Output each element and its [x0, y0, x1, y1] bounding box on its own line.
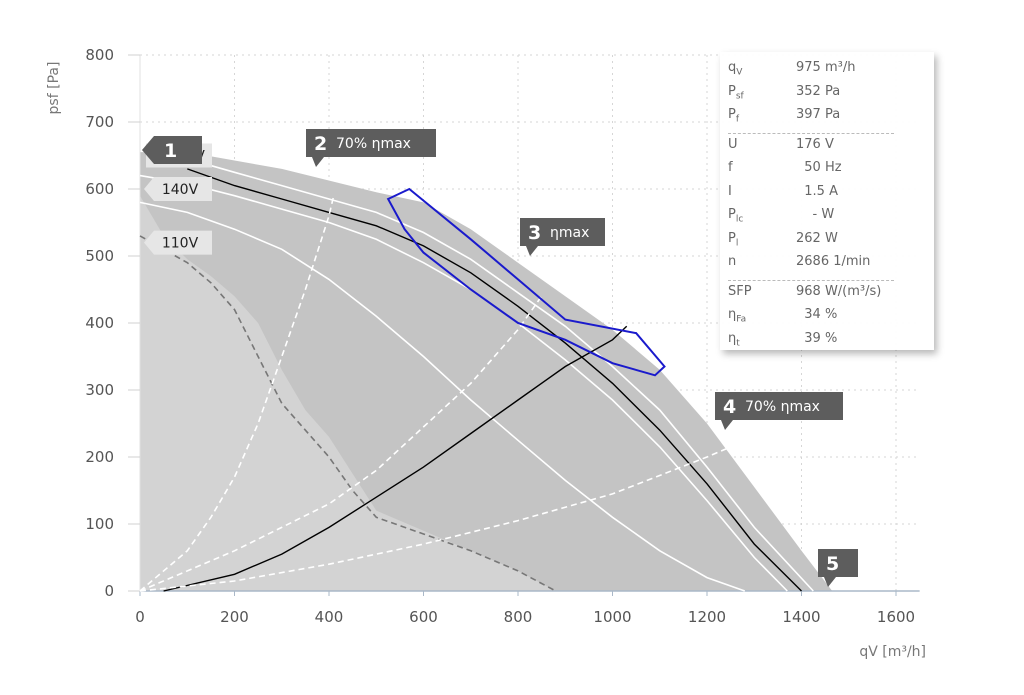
x-tick-label: 1400 — [782, 608, 820, 626]
curve-label-140v: 140V — [144, 177, 212, 201]
y-tick-label: 200 — [85, 448, 114, 466]
curve-label-text: 110V — [162, 236, 199, 252]
info-param-value: 975 m³/h — [796, 60, 856, 75]
curve-label-tag — [144, 230, 212, 255]
badge-shape — [306, 129, 436, 157]
info-param-value: 397 Pa — [796, 107, 841, 122]
y-tick-label: 0 — [104, 582, 114, 600]
curve-9 — [139, 446, 731, 592]
info-param-name: ηFa — [728, 307, 747, 325]
info-param-value: - W — [796, 207, 835, 222]
badge-number: 3 — [528, 222, 541, 244]
x-tick-label: 400 — [315, 608, 344, 626]
info-param-name: SFP — [728, 283, 752, 299]
info-param-value: 50 Hz — [796, 160, 842, 175]
y-tick-label: 400 — [85, 314, 114, 332]
badge-shape — [142, 136, 202, 164]
badge-pointer — [312, 157, 324, 167]
info-param-name: qV — [728, 60, 743, 78]
info-param-name: ηt — [728, 330, 740, 349]
info-param-value: 262 W — [796, 230, 838, 246]
info-row: n 2686 1/min — [728, 254, 928, 276]
info-param-value: 176 V — [796, 136, 834, 152]
y-tick-label: 700 — [85, 113, 114, 131]
low-speed-region — [140, 195, 556, 591]
info-row: I 1.5 A — [728, 184, 928, 206]
x-tick-label: 200 — [220, 608, 249, 626]
x-tick-label: 1000 — [593, 608, 631, 626]
curve-5 — [139, 235, 557, 592]
info-row: qV 975 m³/h — [728, 60, 928, 82]
curve-label-tag — [144, 177, 212, 201]
info-separator — [728, 132, 894, 134]
curve-8 — [139, 295, 543, 592]
info-param-name: n — [728, 254, 737, 269]
curve-6 — [163, 325, 628, 592]
x-tick-label: 0 — [135, 608, 145, 626]
info-param-value: 2686 1/min — [796, 254, 871, 269]
badge-number: 2 — [314, 133, 327, 155]
curve-label-text: 140V — [162, 182, 199, 198]
y-tick-label: 100 — [85, 515, 114, 533]
badge-pointer — [526, 246, 538, 256]
badge-number: 5 — [826, 553, 839, 575]
info-row: ηFa 34 % — [728, 307, 928, 329]
info-param-name: f — [728, 160, 733, 175]
curve-2 — [187, 158, 814, 592]
info-param-value: 1.5 A — [796, 183, 838, 199]
info-param-value: 34 % — [796, 307, 838, 322]
info-row: U 176 V — [728, 137, 928, 159]
info-row: SFP 968 W/(m³/s) — [728, 284, 928, 306]
info-row: ηt 39 % — [728, 331, 928, 353]
y-tick-label: 500 — [85, 247, 114, 265]
info-row: Psf 352 Pa — [728, 84, 928, 106]
info-row: Plc - W — [728, 207, 928, 229]
curve-label-110v: 110V — [144, 230, 212, 255]
optimal-efficiency-zone — [386, 187, 666, 377]
curve-7 — [139, 195, 335, 592]
annotation-badge-2: 2 70% ηmax — [306, 129, 436, 167]
badge-shape — [715, 392, 843, 420]
info-row: f 50 Hz — [728, 160, 928, 182]
x-tick-label: 1200 — [688, 608, 726, 626]
badge-label: 70% ηmax — [336, 136, 411, 152]
info-param-value: 352 Pa — [796, 83, 841, 99]
x-tick-label: 1600 — [877, 608, 915, 626]
curve-4 — [139, 201, 746, 592]
badge-label: ηmax — [550, 225, 589, 241]
operating-point-info-panel: qV 975 m³/h Psf 352 Pa Pf 397 Pa U 176 V f 50 Hz… — [720, 52, 934, 350]
y-axis-label: psf [Pa] — [46, 62, 62, 115]
y-tick-label: 800 — [85, 46, 114, 64]
badge-number: 1 — [164, 140, 177, 162]
badge-pointer — [824, 577, 836, 587]
info-row: Pl 262 W — [728, 231, 928, 253]
x-tick-label: 800 — [504, 608, 533, 626]
info-param-name: Plc — [728, 207, 744, 225]
badge-shape — [818, 549, 858, 577]
info-param-name: U — [728, 136, 738, 152]
info-param-value: 968 W/(m³/s) — [796, 283, 882, 299]
annotation-badge-4: 4 70% ηmax — [715, 392, 843, 430]
badge-label: 70% ηmax — [745, 399, 820, 415]
x-axis-label: qV [m³/h] — [859, 644, 926, 660]
y-tick-label: 300 — [85, 381, 114, 399]
annotation-badge-5: 5 — [818, 549, 858, 587]
info-row: Pf 397 Pa — [728, 107, 928, 129]
info-param-name: Pf — [728, 107, 740, 125]
info-separator — [728, 279, 894, 281]
badge-shape — [520, 218, 605, 246]
annotation-badge-3: 3 ηmax — [520, 218, 605, 256]
info-param-name: Pl — [728, 230, 739, 249]
info-param-name: I — [728, 183, 732, 199]
badge-pointer — [721, 420, 733, 430]
annotation-badge-1: 1 — [142, 136, 202, 164]
badge-number: 4 — [723, 396, 736, 418]
curve-1 — [187, 168, 802, 592]
x-tick-label: 600 — [409, 608, 438, 626]
y-tick-label: 600 — [85, 180, 114, 198]
info-param-name: Psf — [728, 83, 744, 102]
info-param-value: 39 % — [796, 330, 838, 346]
